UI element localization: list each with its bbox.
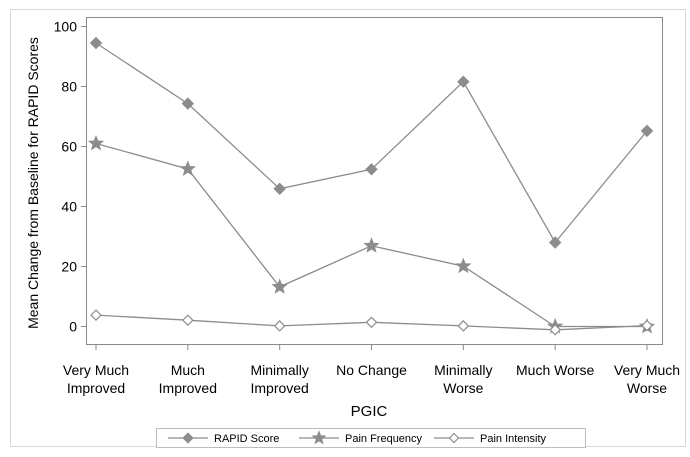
x-tick-label: Much Worse [516, 362, 595, 378]
legend-box [156, 428, 586, 448]
data-point [548, 236, 562, 249]
y-tick-label: 60 [61, 139, 77, 155]
data-point [271, 278, 288, 294]
data-point [179, 160, 197, 176]
data-point [448, 432, 460, 444]
series-layer [87, 36, 656, 336]
x-tick-label: Minimally [250, 362, 308, 378]
x-tick-label: Minimally [434, 362, 492, 378]
plot-area [86, 17, 663, 345]
data-point [273, 182, 286, 196]
x-axis: Very Much Improved Much Improved Minimally Im… [63, 344, 680, 396]
y-tick-label: 40 [61, 199, 77, 215]
y-tick-label: 100 [54, 19, 78, 35]
x-tick-label: No Change [336, 362, 407, 378]
series-pain-intensity [90, 309, 653, 336]
data-point [182, 432, 194, 444]
x-tick-label: Worse [443, 380, 483, 396]
y-tick-label: 20 [61, 259, 77, 275]
data-point [89, 36, 103, 50]
x-tick-label: Much [171, 362, 205, 378]
x-tick-label: Very Much [63, 362, 129, 378]
data-point [640, 124, 654, 138]
legend-item: RAPID Score [168, 432, 279, 445]
data-point [181, 314, 194, 327]
x-tick-label: Improved [250, 380, 308, 396]
legend: RAPID Score Pain Frequency Pain Intensity [156, 428, 586, 448]
data-point [365, 163, 378, 176]
series-rapid-score [89, 36, 654, 249]
y-axis-title: Mean Change from Baseline for RAPID Scor… [25, 37, 41, 329]
legend-item: Pain Frequency [299, 430, 423, 445]
legend-label: Pain Frequency [345, 433, 423, 445]
y-tick-label: 80 [61, 79, 77, 95]
y-axis: 0 20 40 60 80 100 [54, 19, 87, 335]
data-point [457, 320, 470, 332]
legend-label: Pain Intensity [480, 433, 547, 445]
legend-item: Pain Intensity [434, 432, 547, 445]
x-tick-label: Improved [159, 380, 217, 396]
y-tick-label: 0 [69, 319, 77, 335]
x-tick-label: Worse [627, 380, 667, 396]
data-point [455, 257, 472, 274]
data-point [311, 430, 327, 445]
x-tick-label: Improved [67, 380, 125, 396]
data-point [457, 75, 470, 88]
data-point [641, 319, 653, 332]
legend-label: RAPID Score [214, 433, 279, 445]
data-point [90, 309, 102, 321]
data-point [181, 97, 195, 110]
data-point [549, 323, 562, 336]
data-point [363, 237, 380, 253]
data-point [87, 134, 105, 151]
data-point [273, 320, 286, 332]
x-tick-label: Very Much [614, 362, 680, 378]
x-axis-title: PGIC [351, 403, 388, 420]
data-point [365, 316, 378, 329]
